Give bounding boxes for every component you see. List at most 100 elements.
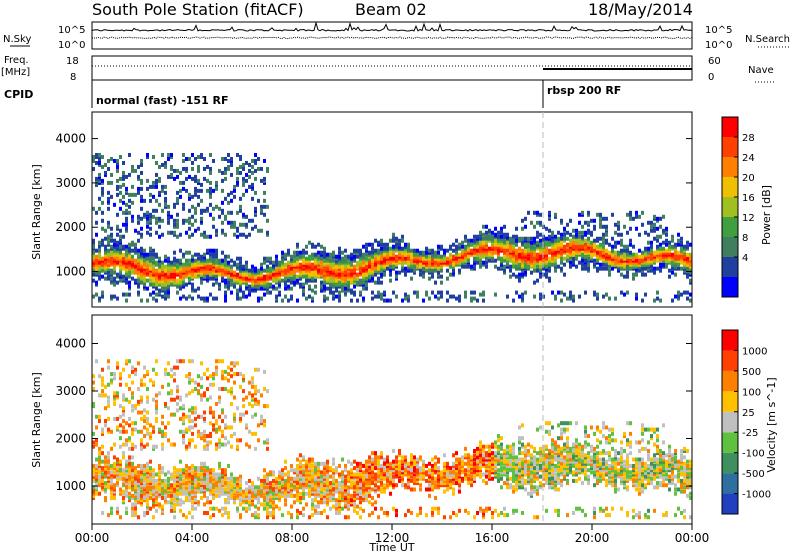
heatmap-cell xyxy=(176,401,179,406)
heatmap-cell xyxy=(314,491,317,496)
heatmap-cell xyxy=(647,232,650,237)
heatmap-cell xyxy=(125,481,128,486)
heatmap-cell xyxy=(269,513,272,518)
heatmap-cell xyxy=(569,290,572,295)
heatmap-cell xyxy=(110,256,113,261)
heatmap-cell xyxy=(146,461,149,466)
heatmap-cell xyxy=(284,262,287,267)
heatmap-cell xyxy=(515,248,518,253)
heatmap-cell xyxy=(308,463,311,468)
heatmap-cell xyxy=(320,280,323,285)
heatmap-cell xyxy=(416,294,419,299)
heatmap-cell xyxy=(161,414,164,419)
heatmap-cell xyxy=(326,286,329,291)
heatmap-cell xyxy=(107,220,110,225)
heatmap-cell xyxy=(629,216,632,221)
heatmap-cell xyxy=(128,436,131,441)
heatmap-cell xyxy=(98,240,101,245)
heatmap-cell xyxy=(134,474,137,479)
heatmap-cell xyxy=(107,206,110,211)
heatmap-cell xyxy=(203,208,206,213)
colorbar-tick-label: 4 xyxy=(742,253,748,264)
heatmap-cell xyxy=(395,270,398,275)
heatmap-cell xyxy=(221,410,224,415)
heatmap-cell xyxy=(125,489,128,494)
heatmap-cell xyxy=(173,508,176,513)
heatmap-cell xyxy=(107,476,110,481)
heatmap-cell xyxy=(236,485,239,490)
heatmap-cell xyxy=(191,466,194,471)
heatmap-cell xyxy=(125,382,128,387)
heatmap-cell xyxy=(119,463,122,468)
heatmap-cell xyxy=(353,284,356,289)
heatmap-cell xyxy=(371,296,374,301)
heatmap-cell xyxy=(188,474,191,479)
heatmap-cell xyxy=(314,483,317,488)
heatmap-cell xyxy=(101,367,104,372)
heatmap-cell xyxy=(104,162,107,167)
heatmap-cell xyxy=(110,244,113,249)
heatmap-cell xyxy=(380,242,383,247)
heatmap-cell xyxy=(677,242,680,247)
heatmap-cell xyxy=(290,481,293,486)
heatmap-cell xyxy=(458,298,461,303)
heatmap-cell xyxy=(251,489,254,494)
heatmap-cell xyxy=(278,506,281,511)
heatmap-cell xyxy=(140,470,143,475)
heatmap-cell xyxy=(128,446,131,451)
heatmap-cell xyxy=(248,218,251,223)
heatmap-cell xyxy=(263,489,266,494)
heatmap-cell xyxy=(329,276,332,281)
heatmap-cell xyxy=(335,468,338,473)
heatmap-cell xyxy=(161,483,164,488)
heatmap-cell xyxy=(317,481,320,486)
heatmap-cell xyxy=(185,515,188,520)
heatmap-cell xyxy=(431,248,434,253)
heatmap-cell xyxy=(221,156,224,161)
heatmap-cell xyxy=(431,290,434,295)
heatmap-cell xyxy=(137,493,140,498)
heatmap-cell xyxy=(320,474,323,479)
heatmap-cell xyxy=(95,292,98,297)
heatmap-cell xyxy=(323,478,326,483)
heatmap-cell xyxy=(380,292,383,297)
heatmap-cell xyxy=(101,164,104,169)
heatmap-cell xyxy=(320,498,323,503)
heatmap-cell xyxy=(320,510,323,515)
heatmap-cell xyxy=(686,240,689,245)
heatmap-cell xyxy=(308,483,311,488)
heatmap-cell xyxy=(203,481,206,486)
heatmap-cell xyxy=(176,395,179,400)
heatmap-cell xyxy=(95,491,98,496)
heatmap-cell xyxy=(146,491,149,496)
heatmap-cell xyxy=(131,485,134,490)
heatmap-cell xyxy=(122,496,125,501)
heatmap-cell xyxy=(188,262,191,267)
heatmap-cell xyxy=(317,476,320,481)
heatmap-cell xyxy=(332,474,335,479)
heatmap-cell xyxy=(305,461,308,466)
heatmap-cell xyxy=(128,466,131,471)
heatmap-cell xyxy=(116,296,119,301)
heatmap-cell xyxy=(149,468,152,473)
heatmap-cell xyxy=(257,491,260,496)
heatmap-cell xyxy=(122,470,125,475)
heatmap-cell xyxy=(170,504,173,509)
heatmap-cell xyxy=(233,232,236,237)
heatmap-cell xyxy=(299,496,302,501)
heatmap-cell xyxy=(143,408,146,413)
heatmap-cell xyxy=(92,374,95,379)
heatmap-cell xyxy=(113,470,116,475)
heatmap-cell xyxy=(251,376,254,381)
heatmap-cell xyxy=(155,184,158,189)
heatmap-cell xyxy=(236,272,239,277)
heatmap-cell xyxy=(536,278,539,283)
heatmap-cell xyxy=(143,212,146,217)
heatmap-cell xyxy=(140,232,143,237)
heatmap-cell xyxy=(158,391,161,396)
heatmap-cell xyxy=(221,489,224,494)
heatmap-cell xyxy=(293,483,296,488)
heatmap-cell xyxy=(272,496,275,501)
heatmap-cell xyxy=(299,510,302,515)
heatmap-cell xyxy=(158,478,161,483)
